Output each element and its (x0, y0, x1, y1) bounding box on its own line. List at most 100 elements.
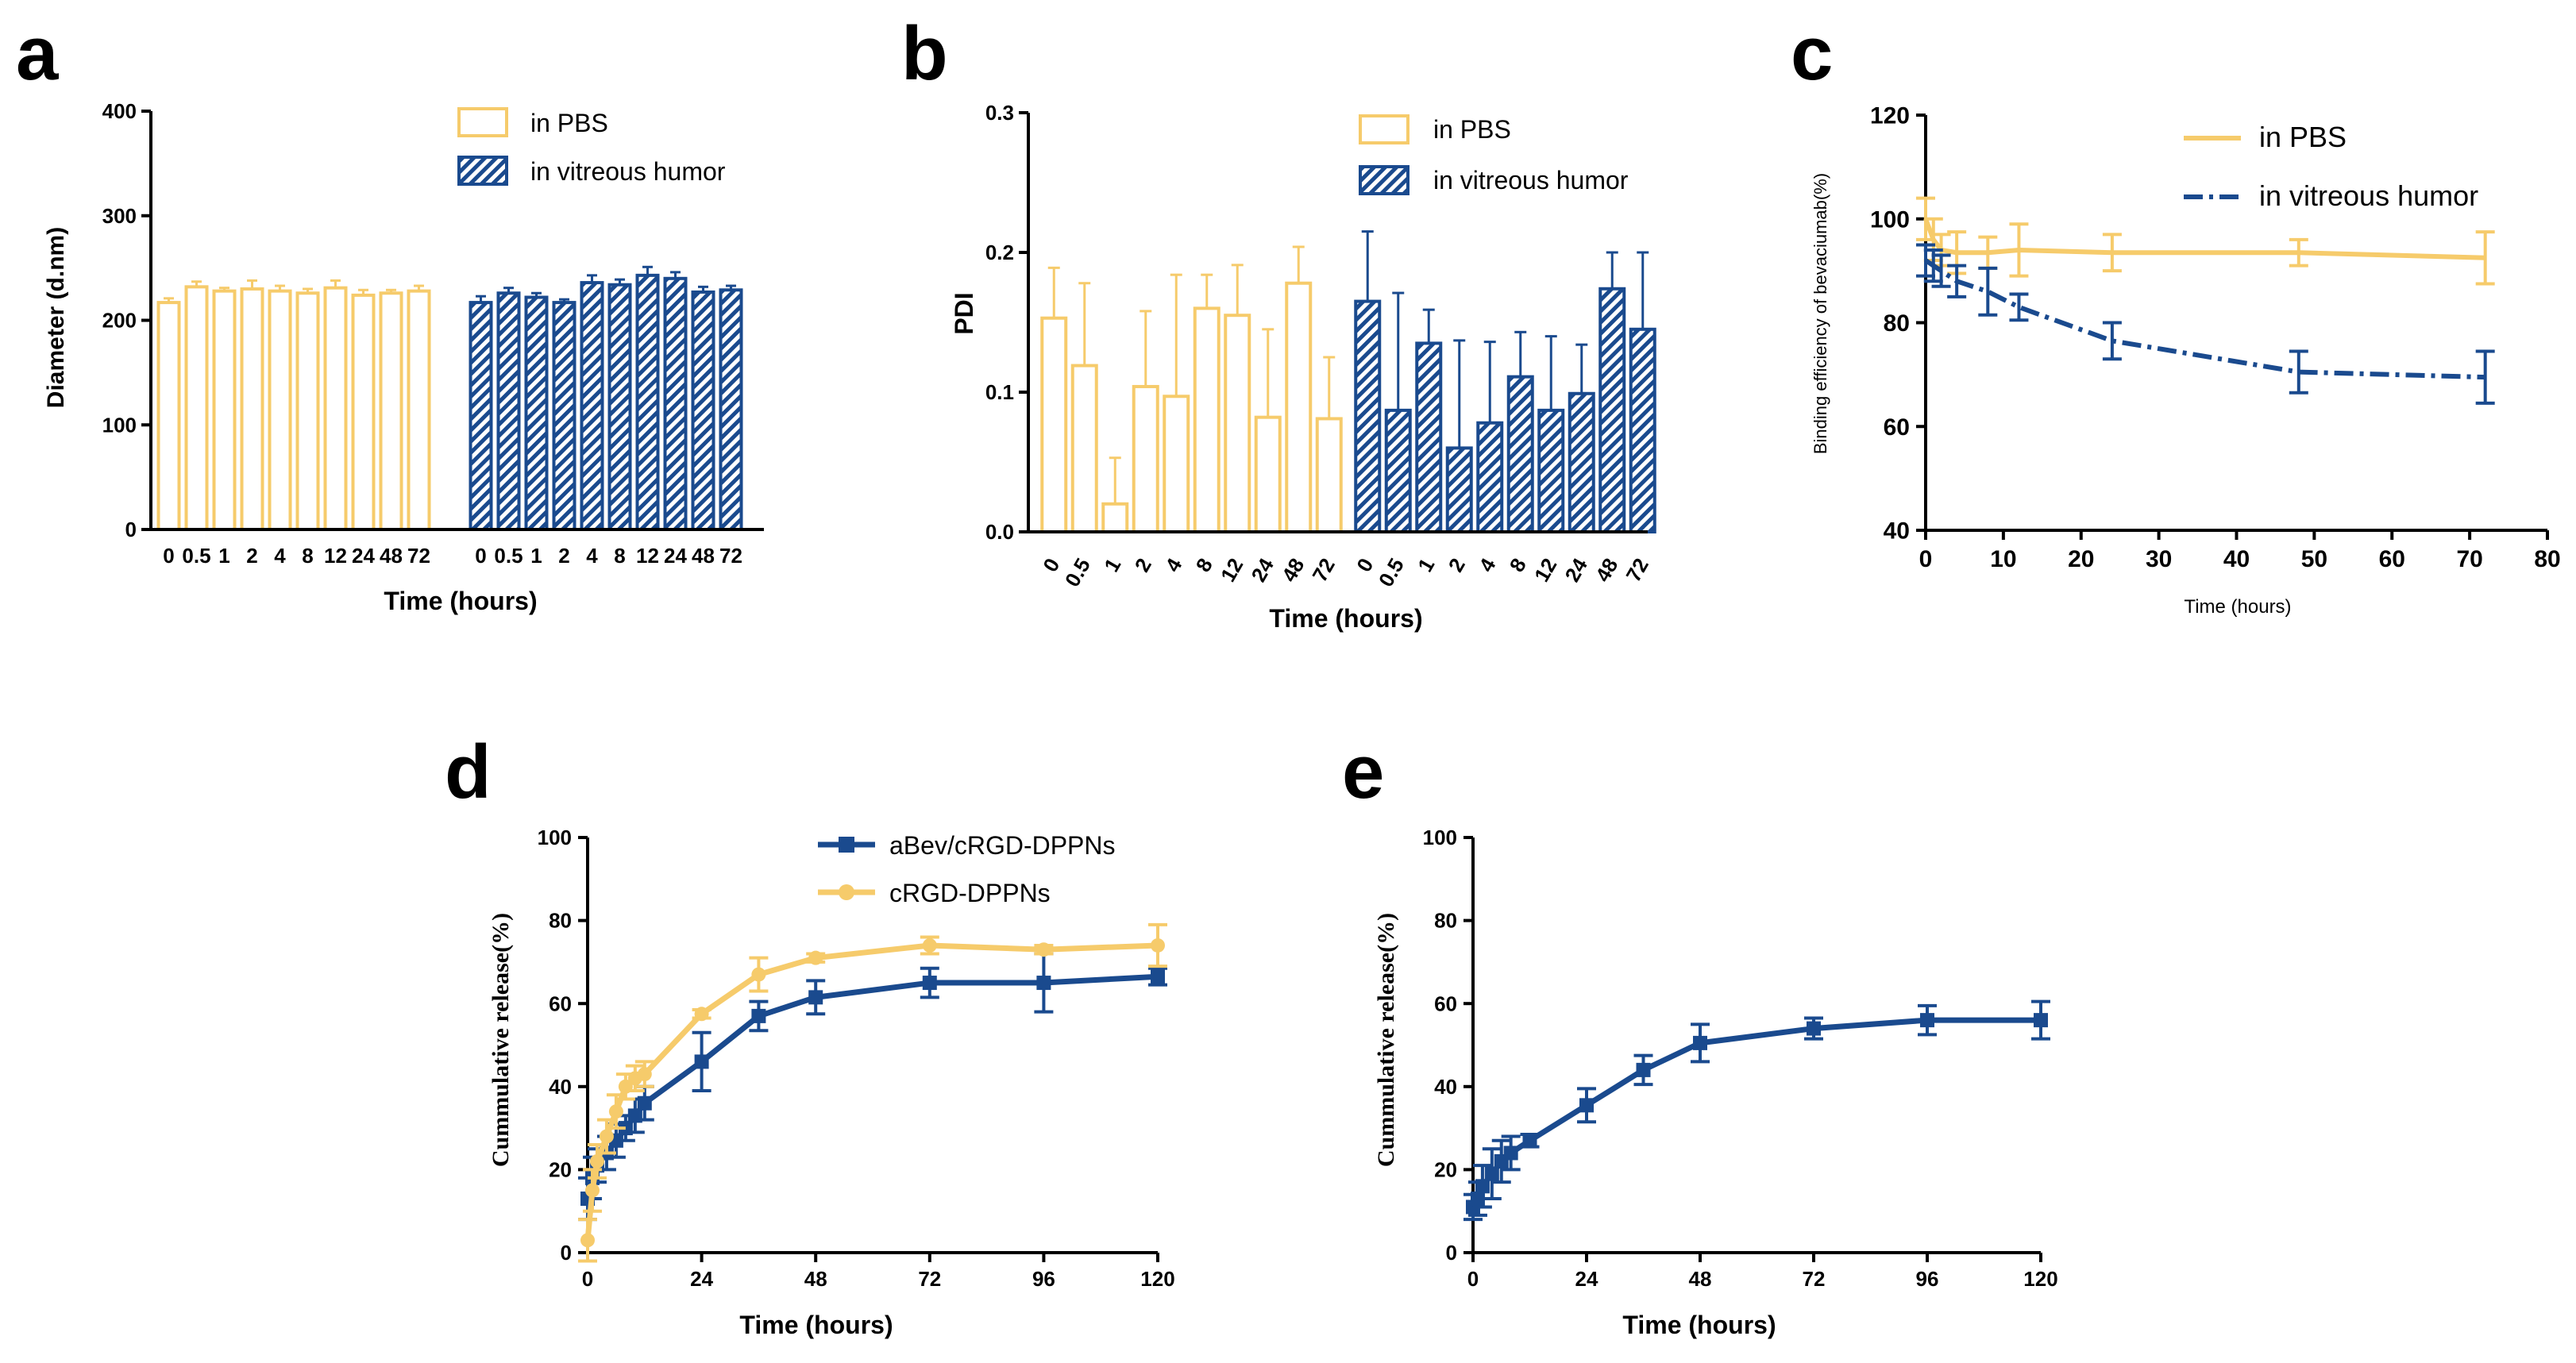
x-tick-label: 8 (302, 544, 313, 568)
x-tick-label: 48 (1591, 554, 1622, 586)
panel-e-ylabel: Cummulative release(%) (1373, 913, 1399, 1167)
bar (323, 286, 348, 531)
x-tick-label: 50 (2301, 546, 2327, 572)
bar (240, 287, 264, 531)
panel-e: e Cummulative release(%) Time (hours) 0 2… (1342, 730, 2058, 1339)
y-tick-label: 0 (125, 518, 137, 541)
legend-label-abev: aBev/cRGD-DPPNs (889, 831, 1116, 860)
data-point (694, 1054, 709, 1069)
bar (691, 290, 715, 531)
bar (1163, 395, 1190, 533)
data-point (1693, 1035, 1707, 1050)
panel-d-letter: d (445, 730, 492, 814)
bar (1193, 306, 1221, 533)
data-point (1475, 1179, 1490, 1194)
panel-a-legend: in PBS in vitreous humor (457, 107, 726, 186)
y-tick-label: 20 (1434, 1158, 1457, 1182)
y-tick-label: 80 (1884, 310, 1910, 337)
panel-b-ylabel: PDI (950, 292, 978, 334)
x-tick-label: 96 (1916, 1267, 1939, 1291)
y-tick-label: 100 (1423, 826, 1457, 849)
y-tick-label: 0.0 (985, 520, 1014, 544)
bar (1537, 408, 1565, 533)
bar (663, 276, 688, 531)
y-tick-label: 60 (1884, 414, 1910, 441)
x-tick-label: 72 (1622, 554, 1653, 586)
bar (719, 288, 743, 531)
bar (1132, 384, 1159, 533)
x-tick-label: 72 (719, 544, 742, 568)
x-tick-label: 20 (2068, 546, 2094, 572)
y-tick-label: 80 (549, 909, 572, 933)
x-tick-label: 1 (218, 544, 229, 568)
x-tick-label: 0.5 (1374, 554, 1409, 591)
bar (1445, 446, 1473, 534)
x-tick-label: 24 (352, 544, 375, 568)
data-point (637, 1095, 652, 1111)
x-tick-label: 12 (636, 544, 659, 568)
bar (469, 301, 493, 531)
x-tick-label: 48 (380, 544, 403, 568)
x-tick-label: 0 (163, 544, 174, 568)
panel-a-ylabel: Diameter (d.nm) (43, 227, 69, 408)
bar (379, 291, 403, 531)
y-tick-label: 300 (102, 204, 137, 228)
data-point (1522, 1133, 1537, 1148)
data-point (1036, 942, 1051, 957)
x-tick-label: 2 (558, 544, 569, 568)
series-line (584, 973, 1159, 1199)
x-tick-label: 24 (1247, 554, 1279, 587)
x-tick-label: 0.5 (494, 544, 523, 568)
data-point (808, 990, 823, 1005)
legend-marker-crgd (839, 884, 854, 900)
x-tick-label: 12 (1216, 554, 1248, 586)
data-point (608, 1104, 623, 1119)
y-tick-label: 80 (1434, 909, 1457, 933)
data-point (694, 1007, 709, 1022)
legend-label-crgd: cRGD-DPPNs (889, 879, 1051, 907)
data-point (2034, 1013, 2048, 1028)
x-tick-label: 24 (1575, 1267, 1598, 1291)
x-tick-label: 4 (1474, 554, 1500, 576)
x-tick-label: 8 (1505, 554, 1531, 576)
data-point (922, 938, 937, 953)
data-point (1579, 1098, 1594, 1113)
x-tick-label: 48 (1689, 1267, 1712, 1291)
x-tick-label: 24 (1560, 554, 1593, 587)
y-tick-label: 200 (102, 309, 137, 333)
series-line (1924, 258, 2485, 380)
x-tick-label: 80 (2534, 546, 2560, 572)
x-tick-label: 2 (246, 544, 257, 568)
data-point (751, 967, 766, 982)
panel-e-letter: e (1342, 730, 1384, 814)
x-tick-label: 120 (1140, 1267, 1174, 1291)
y-tick-label: 60 (1434, 991, 1457, 1015)
y-tick-label: 100 (1870, 206, 1910, 233)
data-point (922, 976, 937, 991)
data-point (1151, 969, 1165, 984)
legend-label-vitreous: in vitreous humor (1433, 166, 1629, 194)
legend-label-vitreous: in vitreous humor (2259, 179, 2478, 212)
bar (607, 283, 632, 531)
bar (496, 291, 521, 531)
bar (1285, 281, 1313, 533)
bar (635, 273, 660, 531)
panel-b: b PDI Time (hours) 0.00.10.20.300.5 1 2 4 81… (901, 11, 1656, 633)
panel-b-xlabel: Time (hours) (1269, 604, 1422, 633)
x-tick-label: 96 (1032, 1267, 1055, 1291)
x-tick-label: 70 (2456, 546, 2482, 572)
legend-label-pbs: in PBS (1433, 115, 1511, 144)
bar (1415, 341, 1443, 533)
y-tick-label: 0.1 (985, 380, 1014, 404)
panel-a-letter: a (16, 11, 59, 96)
x-tick-label: 8 (1191, 554, 1217, 576)
y-tick-label: 120 (1870, 103, 1910, 129)
data-point (580, 1233, 595, 1248)
x-tick-label: 72 (407, 544, 430, 568)
y-tick-label: 20 (549, 1158, 572, 1182)
x-tick-label: 0.5 (182, 544, 210, 568)
panel-c: c Binding efficiency of bevaciumab(%) Ti… (1791, 11, 2561, 618)
bar (552, 301, 577, 531)
x-tick-label: 0 (1467, 1267, 1479, 1291)
